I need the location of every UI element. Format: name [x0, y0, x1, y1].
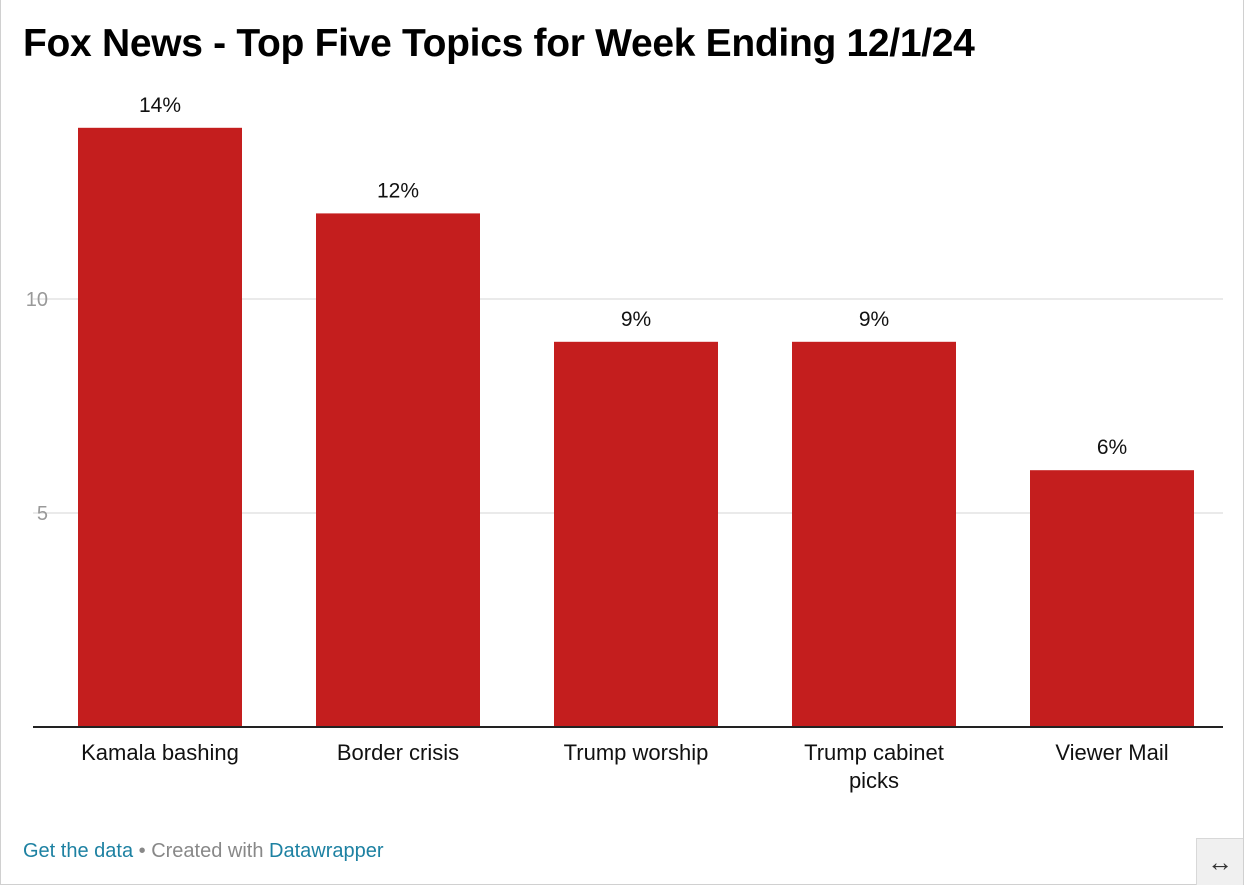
bar [792, 341, 956, 727]
bar [78, 127, 242, 728]
y-tick-label: 10 [26, 289, 48, 311]
bar-chart: 5 10 14% Kamala bashing 12% Border crisis 9% Tr… [26, 94, 1223, 793]
get-data-link[interactable]: Get the data [23, 840, 134, 862]
bar [1030, 470, 1194, 727]
bar [554, 341, 718, 727]
footer: Get the data • Created with Datawrapper [23, 840, 384, 863]
data-label: 12% [377, 179, 419, 202]
bar [316, 213, 480, 727]
x-tick-label: Kamala bashing [81, 740, 239, 765]
expand-icon[interactable]: ↔ [1196, 838, 1243, 885]
chart-title: Fox News - Top Five Topics for Week Endi… [23, 22, 975, 65]
data-label: 9% [859, 308, 889, 331]
x-tick-label: Trump worship [564, 740, 709, 765]
x-tick-label: Border crisis [337, 740, 459, 765]
datawrapper-link[interactable]: Datawrapper [269, 840, 384, 862]
data-label: 9% [621, 308, 651, 331]
data-label: 14% [139, 94, 181, 117]
x-tick-label: Trump cabinet [804, 740, 944, 765]
y-tick-label: 5 [37, 503, 48, 525]
x-tick-label: picks [849, 768, 899, 793]
data-label: 6% [1097, 436, 1127, 459]
footer-credit-text: • Created with [133, 840, 270, 862]
x-tick-label: Viewer Mail [1055, 740, 1168, 765]
